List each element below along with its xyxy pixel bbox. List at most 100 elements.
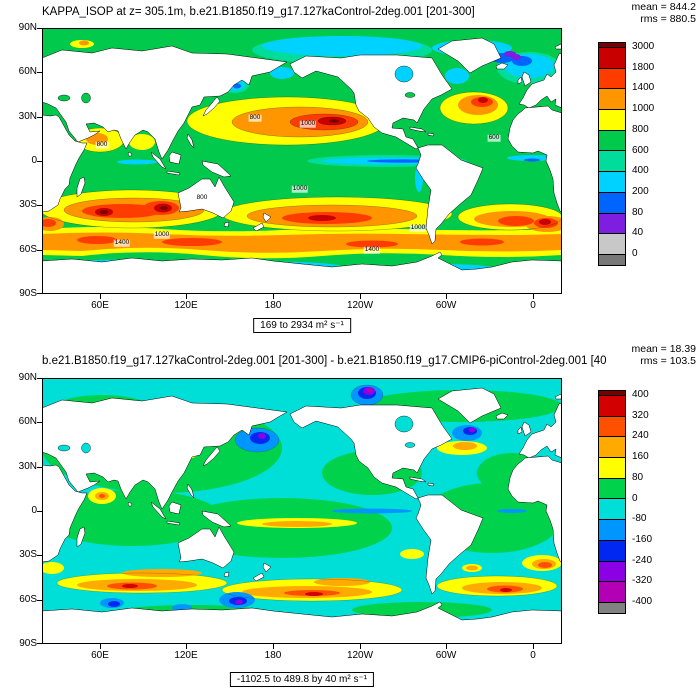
axis-tick: [446, 644, 447, 649]
axis-tick: [37, 72, 42, 73]
lat-tick-label: 30N: [18, 111, 37, 122]
colorbar-patches: [598, 42, 626, 266]
range-label: 169 to 2934 m² s⁻¹: [253, 318, 351, 333]
colorbar-cap: [599, 43, 625, 47]
lon-tick-label: 60E: [91, 650, 109, 661]
colorbar: 400 320 240 160 80 0 -80 -160 -240 -320 -400: [598, 389, 670, 616]
lat-tick-label: 90S: [19, 638, 37, 649]
field-magenta: [367, 388, 373, 392]
colorbar-label: 0: [632, 492, 638, 504]
contour-label: 1000: [153, 230, 171, 239]
colorbar-label: -240: [632, 554, 653, 566]
colorbar-cap: [599, 253, 625, 265]
contour-label: 1400: [363, 245, 381, 254]
colorbar-patch: [599, 67, 625, 89]
colorbar-patch: [599, 415, 625, 437]
colorbar-patch: [599, 395, 625, 416]
colorbar-patch: [599, 581, 625, 602]
colorbar-patch: [599, 88, 625, 110]
colorbar-patch: [599, 560, 625, 582]
axis-tick: [37, 250, 42, 251]
lat-tick-label: 60S: [19, 244, 37, 255]
contour-label: 1000: [291, 184, 309, 193]
axis-tick: [37, 643, 42, 644]
map-kappa-diff: [42, 378, 562, 644]
colorbar-patch: [599, 47, 625, 68]
colorbar-cap: [599, 391, 625, 395]
colorbar-patch: [599, 539, 625, 561]
axis-tick: [37, 293, 42, 294]
map-kappa-isop: 800 1000 800 800 1000 1400 1000 600 1000…: [42, 28, 562, 294]
lat-tick-label: 60N: [18, 66, 37, 77]
world-map-svg: [42, 28, 562, 294]
page-title: KAPPA_ISOP at z= 305.1m, b.e21.B1850.f19…: [42, 6, 475, 18]
field-maxred: [100, 119, 339, 214]
lat-tick-label: 30N: [18, 461, 37, 472]
lat-tick-label: 60S: [19, 594, 37, 605]
colorbar-label: 400: [632, 389, 649, 400]
axis-tick: [446, 294, 447, 299]
axis-tick: [37, 555, 42, 556]
colorbar-label: 600: [632, 144, 649, 156]
contour-label: 1400: [113, 238, 131, 247]
lon-tick-label: 180: [264, 650, 282, 661]
colorbar-label: 400: [632, 165, 649, 177]
colorbar-patch: [599, 477, 625, 499]
inland-seas: [57, 415, 416, 454]
range-label: -1102.5 to 489.8 by 40 m² s⁻¹: [229, 672, 375, 687]
lon-tick-label: 60W: [435, 300, 457, 311]
lon-tick-label: 60E: [91, 300, 109, 311]
field-red: [42, 97, 558, 248]
colorbar-label: 200: [632, 185, 649, 197]
world-map-svg: [42, 378, 562, 644]
field-darkred: [122, 584, 512, 596]
mean-stat: mean = 18.39: [631, 343, 696, 355]
contour-label: 1000: [299, 119, 317, 128]
axis-tick: [533, 644, 534, 649]
axis-tick: [37, 117, 42, 118]
lat-tick-label: 30S: [19, 549, 37, 560]
colorbar-label: 80: [632, 471, 644, 483]
axis-tick: [100, 294, 101, 299]
axis-tick: [37, 467, 42, 468]
colorbar-patch: [599, 457, 625, 478]
axis-tick: [37, 422, 42, 423]
lat-tick-label: 90S: [19, 288, 37, 299]
colorbar-patch: [599, 150, 625, 172]
colorbar-label: 1400: [632, 82, 655, 94]
axis-tick: [37, 205, 42, 206]
lat-tick-label: 60N: [18, 416, 37, 427]
lon-tick-label: 60W: [435, 650, 457, 661]
colorbar-label: 80: [632, 206, 644, 218]
colorbar-label: 3000: [632, 41, 655, 52]
lon-tick-label: 120W: [346, 650, 374, 661]
colorbar-label: -160: [632, 533, 653, 545]
field-purple: [504, 51, 521, 60]
colorbar-patch: [599, 212, 625, 234]
lon-tick-label: 120E: [174, 650, 198, 661]
axis-tick: [37, 378, 42, 379]
contour-lines: [56, 384, 558, 602]
rms-stat: rms = 103.5: [640, 355, 696, 367]
colorbar-patch: [599, 519, 625, 540]
mean-stat: mean = 844.2: [631, 1, 696, 13]
axis-tick: [37, 161, 42, 162]
axis-tick: [37, 600, 42, 601]
colorbar: 3000 1800 1400 1000 800 600 400 200 80 40 0: [598, 41, 670, 268]
contour-lines: [42, 91, 562, 232]
lon-tick-label: 0: [530, 300, 536, 311]
colorbar-label: 1800: [632, 61, 655, 73]
axis-tick: [360, 294, 361, 299]
contour-label: 800: [248, 113, 262, 122]
colorbar-patch: [599, 498, 625, 520]
colorbar-label: -400: [632, 596, 653, 607]
colorbar-label: 0: [632, 248, 638, 259]
lat-tick-label: 0: [31, 505, 37, 516]
colorbar-cap: [599, 601, 625, 613]
colorbar-patch: [599, 233, 625, 254]
page-title-diff: b.e21.B1850.f19_g17.127kaControl-2deg.00…: [42, 355, 607, 367]
colorbar-label: 1000: [632, 103, 655, 115]
axis-tick: [273, 294, 274, 299]
lat-tick-label: 90N: [18, 372, 37, 383]
